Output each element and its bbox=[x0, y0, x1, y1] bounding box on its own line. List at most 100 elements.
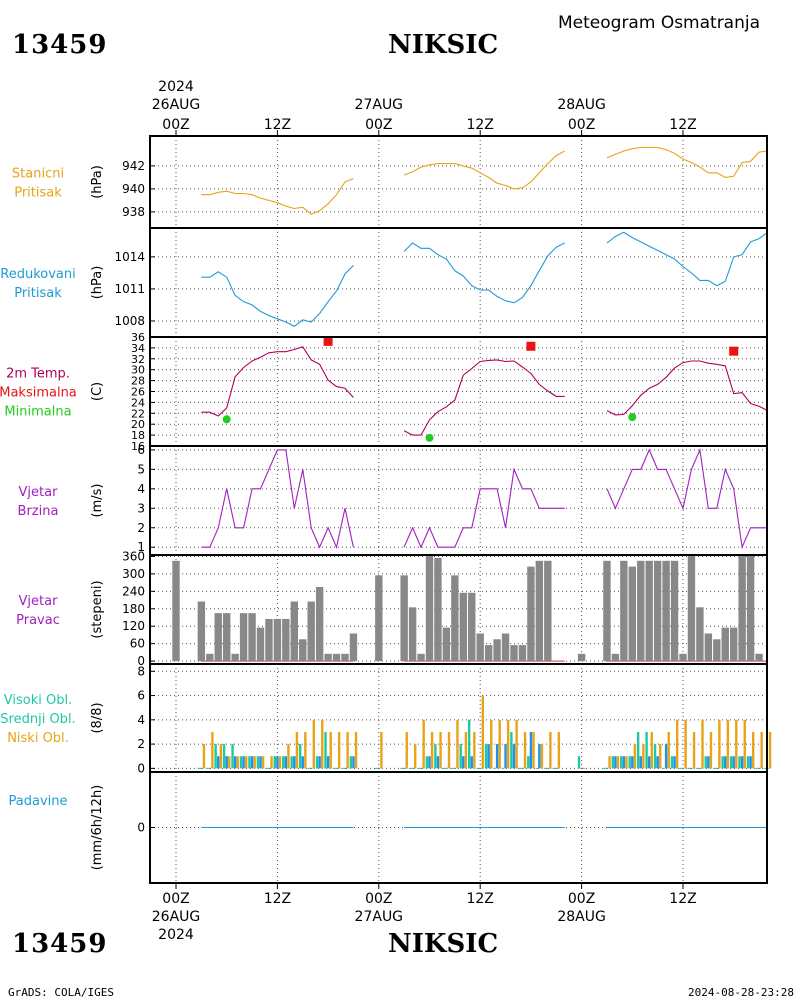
cloud-bar bbox=[341, 767, 344, 769]
wind-dir-bar bbox=[468, 592, 476, 662]
temperature-ytick-label: 34 bbox=[131, 342, 145, 355]
cloud-bar bbox=[349, 756, 353, 769]
cloud-bar bbox=[239, 756, 243, 769]
wind-dir-bar bbox=[408, 607, 417, 662]
temperature-ylabel: (C) bbox=[90, 382, 105, 401]
station-id: 13459 bbox=[12, 30, 108, 60]
wind-dir-bar bbox=[307, 601, 315, 662]
wind_speed-line bbox=[201, 449, 354, 549]
cloud-bar bbox=[518, 767, 522, 769]
time-label-bottom: 00Z bbox=[568, 891, 595, 907]
cloud-bar bbox=[242, 756, 245, 769]
cloud-bar bbox=[414, 744, 417, 769]
temp-max-marker bbox=[729, 346, 739, 356]
cloud-bar bbox=[402, 767, 406, 769]
cloud-bar bbox=[470, 756, 473, 769]
temperature-ytick-label: 18 bbox=[131, 429, 145, 442]
timestamp-text: 2024-08-28-23:28 bbox=[688, 986, 794, 999]
cloud-bar bbox=[616, 756, 620, 769]
cloud-bar bbox=[552, 767, 555, 769]
cloud-bar bbox=[681, 767, 685, 769]
temperature-ytick-label: 28 bbox=[131, 375, 145, 388]
cloud-bar bbox=[608, 756, 611, 769]
cloud-bar bbox=[752, 731, 755, 769]
cloud-bar bbox=[653, 744, 657, 769]
year-label-bottom: 2024 bbox=[158, 927, 194, 943]
cloud-bar bbox=[245, 756, 248, 769]
cloud-bar bbox=[462, 756, 465, 769]
wind-dir-bar bbox=[442, 627, 451, 662]
cloud-bar bbox=[282, 756, 285, 769]
cloud-bar bbox=[535, 767, 538, 769]
reduced_pressure-ylabel: (hPa) bbox=[90, 266, 105, 300]
cloud-bar bbox=[527, 756, 530, 769]
wind-dir-bar bbox=[730, 627, 738, 662]
wind_direction-ytick-label: 120 bbox=[122, 619, 145, 633]
wind_speed-ytick-label: 2 bbox=[137, 521, 145, 535]
cloud-bar bbox=[419, 767, 423, 769]
precipitation-frame bbox=[149, 771, 768, 884]
cloud-bar bbox=[287, 744, 290, 769]
cloud-bar bbox=[284, 756, 288, 769]
year-label-top: 2024 bbox=[158, 79, 194, 95]
cloud-bar bbox=[295, 731, 299, 769]
wind-dir-bar bbox=[459, 592, 467, 662]
cloud-bar bbox=[740, 756, 744, 769]
cloud-bar bbox=[715, 767, 718, 769]
wind-dir-bar bbox=[637, 560, 645, 662]
wind_direction-ytick-label: 60 bbox=[130, 637, 145, 651]
wind_direction-ytick-label: 300 bbox=[122, 567, 145, 581]
cloud-bar bbox=[583, 767, 586, 769]
cloud-bar bbox=[343, 767, 347, 769]
cloud-bar bbox=[321, 719, 324, 769]
cloud-bar bbox=[679, 767, 682, 769]
wind-dir-bar bbox=[662, 560, 670, 662]
cloud-bar bbox=[673, 756, 676, 769]
wind-dir-bar bbox=[197, 601, 206, 662]
temperature-ytick-label: 22 bbox=[131, 407, 145, 420]
temperature-ytick-label: 36 bbox=[131, 331, 145, 344]
cloud-bar bbox=[265, 767, 268, 769]
temperature-line bbox=[403, 359, 565, 436]
wind_direction-ytick-label: 0 bbox=[137, 654, 145, 668]
cloud-bar bbox=[614, 756, 617, 769]
cloud-bar bbox=[557, 731, 561, 769]
cloud-bar bbox=[625, 756, 628, 769]
wind-dir-bar bbox=[544, 560, 552, 662]
wind-dir-bar bbox=[577, 653, 586, 662]
cloud-bar bbox=[337, 731, 341, 769]
temp-min-marker bbox=[628, 413, 637, 422]
clouds-ytick-label: 6 bbox=[137, 689, 145, 703]
wind_speed-title: Vjetar bbox=[19, 485, 59, 500]
cloud-bar bbox=[434, 744, 437, 769]
cloud-bar bbox=[375, 767, 378, 769]
temperature-line bbox=[606, 360, 768, 416]
wind-dir-bar bbox=[484, 645, 493, 662]
cloud-bar bbox=[510, 731, 513, 769]
time-label-bottom: 00Z bbox=[365, 891, 392, 907]
cloud-bar bbox=[453, 767, 457, 769]
cloud-bar bbox=[631, 756, 634, 769]
wind-dir-bar bbox=[501, 633, 510, 662]
cloud-bar bbox=[763, 767, 767, 769]
clouds-title: Visoki Obl. bbox=[4, 693, 72, 708]
clouds-ylabel: (8/8) bbox=[90, 702, 105, 733]
cloud-bar bbox=[675, 719, 679, 769]
cloud-bar bbox=[696, 767, 699, 769]
cloud-bar bbox=[301, 756, 304, 769]
cloud-bar bbox=[456, 719, 459, 769]
date-label-bottom: 27AUG bbox=[355, 909, 404, 925]
cloud-bar bbox=[422, 719, 425, 769]
cloud-bar bbox=[768, 731, 772, 769]
cloud-bar bbox=[352, 756, 355, 769]
wind-dir-bar bbox=[324, 653, 332, 662]
cloud-bar bbox=[278, 756, 282, 769]
wind-dir-bar bbox=[527, 566, 535, 662]
wind_direction-title: Vjetar bbox=[19, 594, 59, 609]
time-label-bottom: 12Z bbox=[669, 891, 696, 907]
cloud-bar bbox=[670, 756, 674, 769]
cloud-bar bbox=[225, 756, 228, 769]
wind-dir-bar bbox=[349, 633, 358, 662]
cloud-bar bbox=[476, 767, 479, 769]
cloud-bar bbox=[721, 756, 724, 769]
